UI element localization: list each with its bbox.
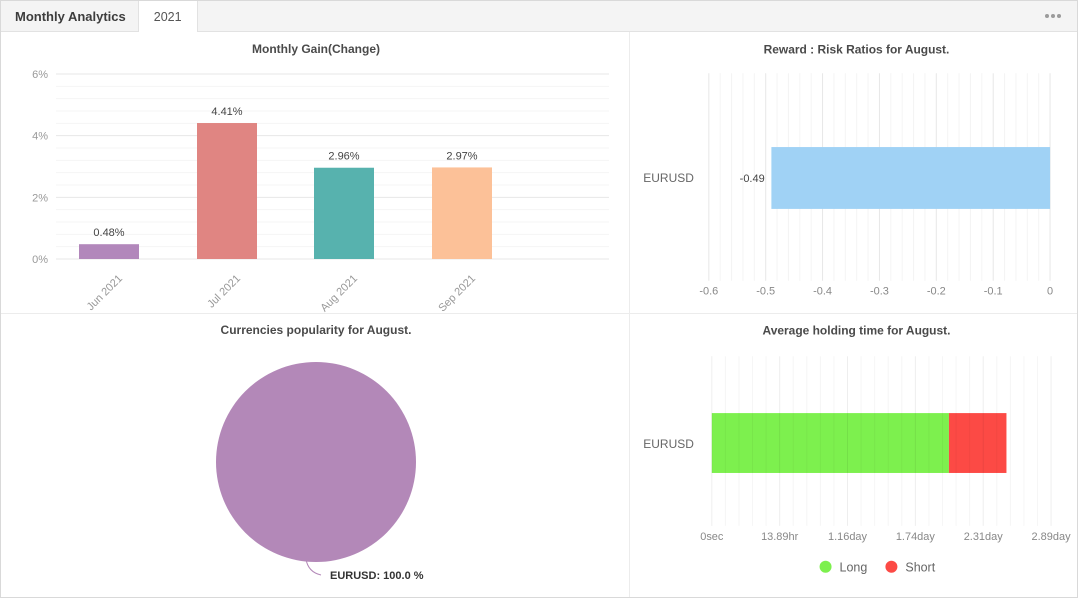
chart-title: Reward : Risk Ratios for August. — [764, 42, 950, 56]
x-axis-tick-label: -0.4 — [813, 286, 832, 298]
bar-aug-2021 — [314, 167, 374, 259]
chart-risk-ratios: Reward : Risk Ratios for August. EURUSD -0… — [643, 42, 1053, 298]
bar-value-label: 0.48% — [93, 227, 124, 239]
x-axis-tick-label: 2.89day — [1032, 531, 1072, 543]
bar-segment-long — [711, 413, 949, 473]
legend-dot-icon — [819, 560, 832, 573]
page-title: Monthly Analytics — [15, 8, 126, 24]
bar-value-label: 2.96% — [328, 151, 359, 163]
x-axis-tick-label: -0.2 — [927, 286, 946, 298]
legend-label: Long — [840, 561, 868, 575]
y-axis-tick-label: 6% — [32, 69, 48, 81]
chart-title: Currencies popularity for August. — [221, 323, 412, 337]
y-axis-tick-label: 2% — [32, 192, 48, 204]
panel-risk-ratios: Reward : Risk Ratios for August. EURUSD -0… — [629, 32, 1077, 313]
x-axis-tick-label: Jul 2021 — [205, 273, 243, 311]
category-label: EURUSD — [643, 437, 694, 451]
x-axis-tick-label: -0.5 — [756, 286, 775, 298]
x-axis-tick-label: 13.89hr — [761, 531, 799, 543]
pie-slice-label: EURUSD: 100.0 % — [330, 570, 424, 582]
panel-holding-time: Average holding time for August. EURUSD 0s… — [629, 313, 1077, 597]
bar-sep-2021 — [432, 167, 492, 259]
x-axis-tick-label: -0.3 — [870, 286, 889, 298]
chart-title: Average holding time for August. — [763, 323, 951, 337]
x-axis-tick-label: 2.31day — [964, 531, 1004, 543]
panel-currencies-popularity: Currencies popularity for August. EURUSD:… — [1, 313, 629, 597]
x-axis-tick-label: Jun 2021 — [85, 273, 125, 313]
chart-monthly-gain: Monthly Gain(Change) 0% 2% 4% 6% 0.48% Jun 202… — [32, 42, 609, 313]
category-label: EURUSD — [643, 171, 694, 185]
x-axis-tick-label: 0 — [1047, 286, 1053, 298]
legend-item-long[interactable]: Long — [819, 560, 868, 575]
panel-monthly-gain: Monthly Gain(Change) 0% 2% 4% 6% 0.48% Jun 202… — [1, 32, 629, 313]
bar-value-label: 4.41% — [211, 106, 242, 118]
topbar-spacer — [198, 1, 1029, 31]
bar-segment-short — [948, 413, 1007, 473]
pie-label-leader-line — [305, 558, 322, 576]
x-axis-tick-label: Aug 2021 — [318, 273, 360, 313]
legend-dot-icon — [885, 560, 898, 573]
ellipsis-menu-icon[interactable] — [1029, 1, 1077, 31]
bar-value-label: 2.97% — [446, 150, 477, 162]
chart-holding-time: Average holding time for August. EURUSD 0s… — [643, 323, 1072, 575]
x-axis-tick-label: -0.1 — [984, 286, 1003, 298]
x-axis-tick-label: 1.74day — [896, 531, 936, 543]
y-axis-tick-label: 0% — [32, 254, 48, 266]
bar-eurusd — [771, 147, 1051, 209]
x-axis-tick-label: Sep 2021 — [436, 273, 478, 313]
topbar: Monthly Analytics 2021 — [1, 1, 1077, 32]
y-axis-tick-label: 4% — [32, 131, 48, 143]
dashboard-grid: Monthly Gain(Change) 0% 2% 4% 6% 0.48% Jun 202… — [1, 32, 1077, 597]
x-axis-tick-label: -0.6 — [699, 286, 718, 298]
bar-value-label: -0.49 — [740, 173, 765, 185]
legend-item-short[interactable]: Short — [885, 560, 936, 575]
bar-jul-2021 — [197, 123, 257, 260]
bar-jun-2021 — [79, 244, 139, 259]
legend-label: Short — [905, 561, 935, 575]
pie-slice-eurusd — [216, 362, 416, 562]
x-axis-tick-label: 0sec — [700, 531, 724, 543]
chart-title: Monthly Gain(Change) — [252, 42, 380, 56]
chart-currencies-popularity: Currencies popularity for August. EURUSD:… — [216, 323, 424, 582]
x-axis-tick-label: 1.16day — [828, 531, 868, 543]
tab-2021[interactable]: 2021 — [137, 1, 198, 32]
